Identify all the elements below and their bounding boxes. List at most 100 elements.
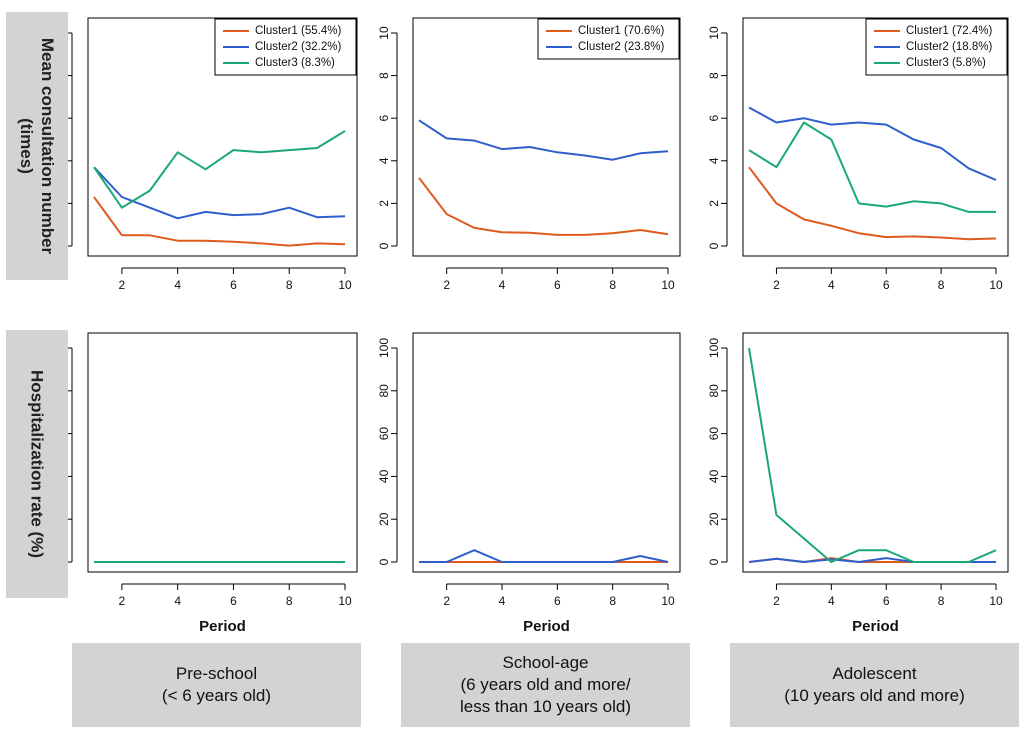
y-tick-label: 2 [707,200,721,207]
group-label-adolescent-line2: (10 years old and more) [784,686,965,705]
legend-entry-cluster1: Cluster1 (55.4%) [255,25,341,37]
series-line-cluster2 [748,106,997,181]
plot-frame [87,17,358,257]
legend-entry-cluster2: Cluster2 (23.8%) [578,41,664,53]
x-tick-label: 2 [119,594,126,608]
legend-entry-cluster2: Cluster2 (18.8%) [906,41,992,53]
group-label-schoolage-line3: less than 10 years old) [459,697,632,716]
x-axis: 2 4 6 8 10 [773,583,1003,608]
x-axis-title: Period [523,618,570,635]
y-tick-label: 0 [377,558,391,565]
row-label-hospitalization: Hospitalization rate (%) [6,330,68,598]
x-tick-label: 10 [338,594,352,608]
legend-entry-cluster1: Cluster1 (72.4%) [906,25,992,37]
plot-frame [87,332,358,573]
y-tick-label: 40 [377,469,391,483]
group-label-schoolage-line1: School-age [502,653,589,672]
y-tick-label: 4 [707,157,721,164]
y-tick-label: 0 [707,558,721,565]
x-tick-label: 4 [828,278,835,292]
row-label-consultation-line2: (times) [17,118,36,174]
x-tick-label: 8 [938,278,945,292]
x-tick-label: 10 [989,278,1003,292]
x-axis: 2 4 6 8 10 [443,583,675,608]
y-tick-label: 80 [707,384,721,398]
y-tick-label: 100 [377,338,391,358]
series-line-cluster2 [93,166,346,220]
x-axis-title: Period [199,618,246,635]
legend-box [537,18,680,60]
y-tick-label: 40 [707,469,721,483]
row-label-hospitalization-text: Hospitalization rate (%) [27,370,47,558]
x-axis: 2 4 6 8 10 [773,267,1003,292]
x-tick-label: 8 [286,278,293,292]
x-tick-label: 6 [883,278,890,292]
x-tick-label: 4 [174,278,181,292]
y-tick-label: 20 [377,512,391,526]
panel-bottom-middle: 0 20 40 60 80 100 2 4 6 8 10 Period [377,332,681,635]
x-tick-label: 10 [989,594,1003,608]
x-tick-label: 10 [661,594,675,608]
x-tick-label: 8 [938,594,945,608]
row-label-consultation-line1: Mean consultation number [38,37,57,255]
y-tick-label: 6 [707,115,721,122]
legend-entry-cluster3: Cluster3 (5.8%) [906,57,986,69]
y-tick-label: 8 [377,72,391,79]
x-tick-label: 4 [828,594,835,608]
y-tick-label: 10 [377,26,391,40]
group-label-schoolage: School-age (6 years old and more/ less t… [401,643,690,727]
x-tick-label: 10 [661,278,675,292]
x-tick-label: 4 [499,594,506,608]
series-line-cluster2 [419,549,669,563]
series-line-cluster3 [93,130,346,209]
y-axis: 0 2 4 6 8 10 [707,26,728,249]
series-line-cluster1 [748,166,997,241]
y-tick-label: 2 [377,200,391,207]
x-tick-label: 2 [119,278,126,292]
x-tick-label: 6 [230,594,237,608]
x-tick-label: 2 [443,278,450,292]
x-axis: 2 4 6 8 10 [119,267,352,292]
x-tick-label: 6 [554,594,561,608]
plot-frame [742,17,1009,257]
row-label-consultation: Mean consultation number (times) [6,12,68,280]
x-tick-label: 2 [773,278,780,292]
series-line-cluster1 [418,177,669,236]
group-label-adolescent-line1: Adolescent [832,664,917,683]
plot-frame [412,332,681,573]
x-tick-label: 8 [609,594,616,608]
legend-entry-cluster3: Cluster3 (8.3%) [255,57,335,69]
x-tick-label: 6 [883,594,890,608]
series-line-cluster2 [418,119,669,161]
legend-entry-cluster1: Cluster1 (70.6%) [578,25,664,37]
group-label-adolescent: Adolescent (10 years old and more) [730,643,1019,727]
x-axis-title: Period [852,618,899,635]
series-line-cluster3 [748,347,997,563]
series-line-cluster1 [93,196,346,247]
panel-bottom-right: 0 20 40 60 80 100 2 4 6 8 10 Period [707,332,1009,635]
y-tick-label: 8 [707,72,721,79]
group-label-preschool-line1: Pre-school [175,664,258,683]
panel-top-middle: 0 2 4 6 8 10 2 4 6 8 10 Cluster1 (70.6%) Cluster2 (2… [377,17,681,292]
legend: Cluster1 (70.6%) Cluster2 (23.8%) [537,18,680,60]
y-tick-label: 100 [707,338,721,358]
x-axis: 2 4 6 8 10 [119,583,352,608]
y-tick-label: 0 [707,242,721,249]
group-label-schoolage-line2: (6 years old and more/ [460,675,631,694]
x-tick-label: 2 [773,594,780,608]
y-tick-label: 20 [707,512,721,526]
legend: Cluster1 (72.4%) Cluster2 (18.8%) Cluster3… [865,18,1008,76]
group-label-preschool: Pre-school (< 6 years old) [72,643,361,727]
panel-top-right: 0 2 4 6 8 10 2 4 6 8 10 Cluster1 (72.4%) Cluster2 (1… [707,17,1009,292]
legend: Cluster1 (55.4%) Cluster2 (32.2%) Cluster3… [214,18,357,76]
series-line-cluster3 [748,121,996,213]
plot-frame [742,332,1009,573]
x-tick-label: 10 [338,278,352,292]
x-tick-label: 2 [443,594,450,608]
y-axis: 0 20 40 60 80 100 [377,338,398,565]
x-tick-label: 6 [554,278,561,292]
y-tick-label: 60 [707,427,721,441]
y-tick-label: 10 [707,26,721,40]
